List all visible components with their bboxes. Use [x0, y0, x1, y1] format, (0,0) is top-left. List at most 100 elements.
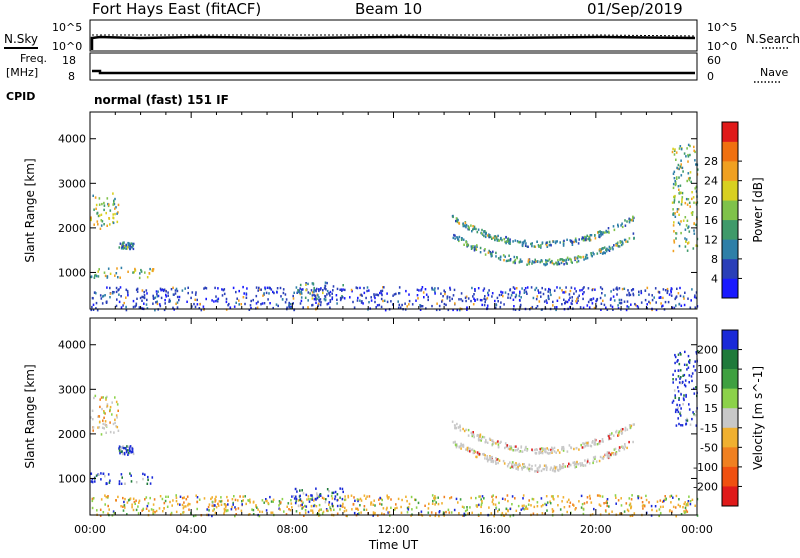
power-cell — [100, 297, 103, 300]
velocity-cell — [483, 436, 486, 439]
power-cell — [203, 287, 205, 290]
power-cell — [312, 282, 315, 285]
velocity-cell — [181, 503, 184, 507]
velocity-cell — [363, 505, 366, 508]
power-cell — [359, 286, 361, 290]
power-cell — [488, 249, 491, 253]
velocity-cell — [677, 369, 680, 372]
velocity-cell — [478, 434, 480, 437]
velocity-cell — [198, 498, 201, 501]
power-cell — [521, 241, 524, 244]
velocity-cell — [615, 431, 617, 434]
power-cell — [692, 196, 695, 199]
velocity-cell — [526, 466, 529, 469]
power-cell — [359, 299, 361, 302]
power-cell — [112, 192, 114, 195]
power-cell — [336, 287, 339, 291]
power-colorbar-segment — [722, 278, 738, 299]
power-cell — [567, 258, 570, 261]
power-cell — [557, 259, 559, 262]
power-cell — [672, 186, 675, 190]
power-cell — [305, 283, 307, 286]
velocity-cell — [620, 497, 622, 500]
power-cell — [672, 172, 675, 175]
power-cell — [576, 257, 579, 260]
velocity-cell — [152, 503, 155, 506]
velocity-cell — [305, 505, 308, 508]
power-cell — [514, 239, 517, 242]
power-cell — [672, 182, 675, 186]
velocity-cell — [554, 466, 557, 469]
velocity-cell — [227, 499, 229, 502]
power-cell — [135, 304, 137, 307]
power-cell — [594, 288, 596, 291]
power-cell — [270, 288, 273, 291]
velocity-cell — [621, 427, 623, 431]
velocity-cell — [462, 443, 465, 447]
power-cell — [591, 288, 594, 292]
power-cell — [311, 282, 314, 285]
velocity-cell — [469, 506, 471, 509]
velocity-cell — [617, 433, 620, 437]
power-data-cells — [90, 143, 699, 312]
velocity-cell — [661, 500, 664, 503]
velocity-cell — [135, 499, 137, 502]
power-cell — [694, 150, 696, 154]
velocity-cell — [294, 487, 297, 491]
velocity-cell — [159, 495, 162, 498]
power-cell — [122, 304, 124, 307]
velocity-cell — [617, 431, 620, 435]
velocity-cell — [677, 353, 680, 356]
power-cell — [575, 290, 577, 293]
power-cell — [574, 257, 577, 260]
velocity-cell — [218, 500, 221, 503]
power-cell — [591, 255, 593, 258]
power-cell — [269, 302, 271, 305]
power-cell — [666, 291, 669, 295]
power-cell — [90, 308, 92, 312]
power-cell — [221, 288, 223, 291]
power-cell — [374, 296, 376, 300]
power-cell — [340, 288, 343, 291]
velocity-cell — [680, 513, 683, 516]
power-cell — [655, 301, 657, 304]
power-colorbar-segment — [722, 122, 738, 142]
power-cell — [140, 270, 143, 273]
power-cell — [570, 258, 572, 261]
power-cell — [139, 272, 141, 275]
velocity-cell — [578, 500, 580, 503]
power-cell — [398, 286, 401, 289]
power-cell — [170, 288, 173, 291]
velocity-cell — [677, 375, 680, 378]
power-cell — [695, 244, 697, 247]
power-cell — [507, 293, 510, 296]
velocity-cell — [493, 441, 495, 445]
velocity-cell — [562, 496, 565, 499]
power-cell — [583, 291, 585, 294]
velocity-cell — [457, 501, 459, 504]
velocity-cell — [109, 405, 112, 409]
velocity-cell — [594, 443, 597, 446]
power-cell — [95, 274, 98, 278]
power-cell — [644, 298, 647, 302]
velocity-cell — [587, 444, 589, 447]
velocity-cell — [540, 451, 542, 455]
power-cell — [159, 287, 162, 290]
velocity-cell — [121, 452, 124, 456]
velocity-cell — [374, 511, 376, 515]
power-cell — [132, 305, 135, 309]
velocity-cell — [588, 462, 591, 465]
power-cell — [98, 197, 101, 200]
power-cell — [521, 244, 524, 247]
power-cell — [263, 302, 266, 305]
power-cell — [132, 247, 135, 251]
velocity-cell — [511, 461, 514, 464]
power-cell — [320, 301, 322, 304]
power-cell — [350, 288, 353, 292]
power-cell — [684, 291, 686, 294]
power-cell — [538, 245, 540, 248]
power-cell — [235, 301, 237, 304]
power-cell — [97, 275, 100, 278]
velocity-colorbar-segment — [722, 369, 738, 389]
velocity-cell — [545, 503, 548, 507]
